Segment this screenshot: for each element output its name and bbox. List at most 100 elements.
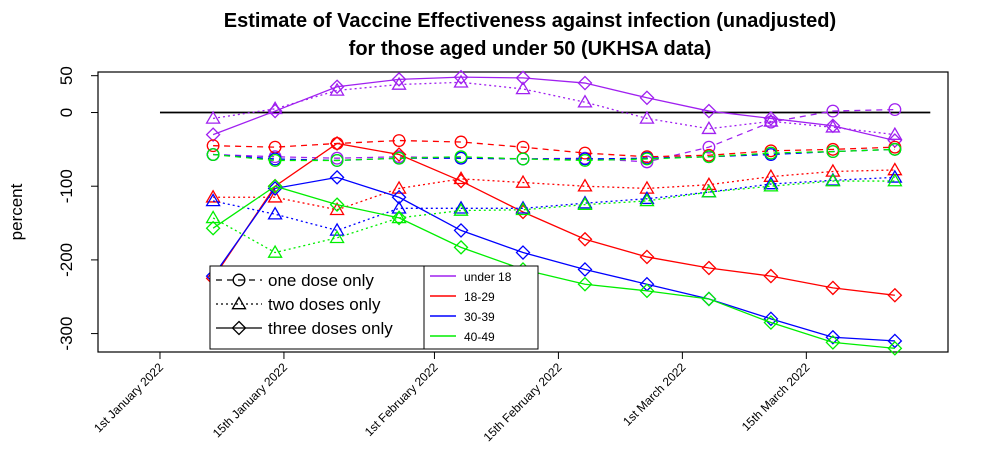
x-tick-label: 15th January 2022: [210, 360, 290, 440]
legend-marker: [231, 296, 247, 310]
data-point: [639, 90, 655, 106]
data-point: [826, 104, 840, 118]
data-point: [763, 178, 779, 192]
y-tick-label: 0: [57, 108, 76, 117]
data-point: [267, 103, 283, 119]
data-point: [515, 70, 531, 86]
data-point: [640, 152, 654, 166]
data-point: [825, 163, 841, 177]
data-point: [391, 71, 407, 87]
data-point: [577, 178, 593, 192]
data-point: [887, 287, 903, 303]
y-tick-label: -100: [57, 169, 76, 203]
legend-marker: [232, 273, 246, 287]
data-point: [329, 229, 345, 244]
data-point: [515, 201, 531, 216]
data-point: [639, 249, 655, 265]
data-point: [453, 239, 469, 255]
data-point: [516, 152, 530, 166]
series-40-49-two-doses-only: [205, 173, 903, 258]
legend-box: [209, 265, 539, 350]
data-point: [888, 142, 902, 156]
series-line: [212, 142, 895, 296]
data-point: [825, 280, 841, 296]
data-point: [205, 189, 221, 203]
legend-marker: [231, 320, 247, 336]
chart-title-line2: for those aged under 50 (UKHSA data): [349, 38, 712, 60]
y-tick-label: -200: [57, 243, 76, 277]
data-point: [825, 335, 841, 350]
data-point: [205, 127, 221, 143]
x-tick-label: 15th February 2022: [481, 360, 565, 444]
series-line: [213, 139, 895, 158]
series-line: [213, 169, 895, 211]
series-line: [213, 148, 895, 162]
dose-legend: one dose only two doses only three doses o…: [216, 271, 393, 338]
data-point: [267, 189, 283, 203]
legend-label: three doses only: [268, 319, 393, 338]
series-line: [212, 185, 895, 349]
data-point: [577, 75, 593, 91]
data-point: [578, 146, 592, 160]
y-tick-label: 50: [57, 66, 76, 85]
series-line: [212, 176, 895, 232]
data-point: [206, 148, 220, 161]
data-point: [577, 276, 593, 292]
data-point: [701, 103, 717, 119]
data-point: [453, 223, 469, 238]
series-under-18-three-doses-only: [205, 69, 903, 148]
chart-title-line1: Estimate of Vaccine Effectiveness agains…: [224, 10, 836, 32]
series-line: [212, 76, 896, 142]
data-point: [453, 200, 469, 214]
data-point: [887, 133, 903, 148]
data-point: [392, 151, 406, 165]
data-point: [639, 193, 655, 207]
data-point: [515, 81, 531, 95]
data-point: [454, 135, 468, 149]
data-point: [329, 222, 345, 236]
data-point: [329, 169, 345, 185]
data-point: [329, 136, 345, 151]
data-point: [825, 173, 841, 187]
data-point: [453, 202, 469, 216]
data-point: [763, 176, 779, 190]
series-line: [213, 81, 895, 136]
data-point: [701, 291, 717, 307]
series-under-18-two-doses-only: [205, 74, 903, 140]
data-point: [205, 193, 221, 207]
data-point: [391, 200, 407, 214]
data-point: [267, 178, 283, 194]
data-point: [577, 196, 593, 210]
series-group: [205, 69, 903, 356]
data-point: [887, 333, 903, 349]
data-point: [701, 260, 717, 276]
data-point: [763, 311, 779, 327]
data-point: [763, 111, 779, 126]
data-point: [763, 268, 779, 284]
data-point: [702, 150, 716, 164]
data-point: [267, 244, 283, 258]
data-point: [887, 162, 903, 176]
data-point: [639, 190, 655, 205]
data-point: [453, 69, 469, 85]
series-40-49-one-dose-only: [206, 142, 902, 167]
data-point: [391, 180, 407, 194]
x-axis: 1st January 2022 15th January 2022 1st Feb…: [91, 352, 813, 444]
data-point: [205, 110, 221, 124]
data-point: [887, 340, 903, 356]
y-axis-label: percent: [7, 183, 26, 240]
y-axis: 50 0 -100 -200 -300: [57, 66, 98, 351]
data-point: [702, 140, 716, 154]
data-point: [764, 146, 778, 160]
legend: one dose only two doses only three doses o…: [209, 265, 539, 350]
data-point: [763, 315, 779, 330]
data-point: [268, 153, 282, 167]
data-point: [515, 245, 531, 260]
data-point: [888, 103, 902, 117]
legend-label: under 18: [464, 270, 512, 284]
legend-label: 18-29: [464, 290, 495, 304]
data-point: [577, 262, 593, 277]
data-point: [826, 145, 840, 159]
data-point: [577, 195, 593, 209]
